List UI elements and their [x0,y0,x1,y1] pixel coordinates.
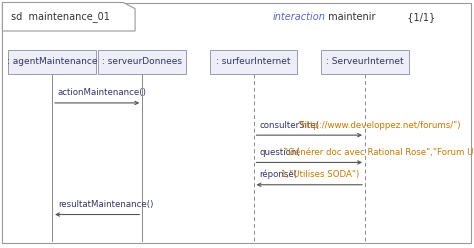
FancyBboxPatch shape [321,50,409,74]
Text: interaction: interaction [273,12,326,22]
Text: "Générer doc avec Rational Rose","Forum UML",1): "Générer doc avec Rational Rose","Forum … [283,148,474,157]
FancyBboxPatch shape [8,50,96,74]
Text: réponse(: réponse( [259,170,297,179]
Text: actionMaintenance(): actionMaintenance() [58,89,147,97]
Text: "http://www.developpez.net/forums/"): "http://www.developpez.net/forums/") [297,121,461,130]
Text: consulterSite(: consulterSite( [259,121,319,130]
Polygon shape [2,2,135,31]
Text: sd  maintenance_01: sd maintenance_01 [11,11,110,22]
Text: resultatMaintenance(): resultatMaintenance() [58,200,153,209]
Text: {1/1}: {1/1} [401,12,435,22]
FancyBboxPatch shape [210,50,298,74]
Text: : agentMaintenance: : agentMaintenance [7,58,97,66]
Text: 1,"Utilises SODA"): 1,"Utilises SODA") [281,170,359,179]
Text: : ServeurInternet: : ServeurInternet [326,58,404,66]
Text: : serveurDonnees: : serveurDonnees [102,58,182,66]
FancyBboxPatch shape [98,50,186,74]
FancyBboxPatch shape [2,3,471,243]
Text: maintenir: maintenir [325,12,375,22]
Text: : surfeurInternet: : surfeurInternet [216,58,291,66]
Text: question(: question( [259,148,300,157]
